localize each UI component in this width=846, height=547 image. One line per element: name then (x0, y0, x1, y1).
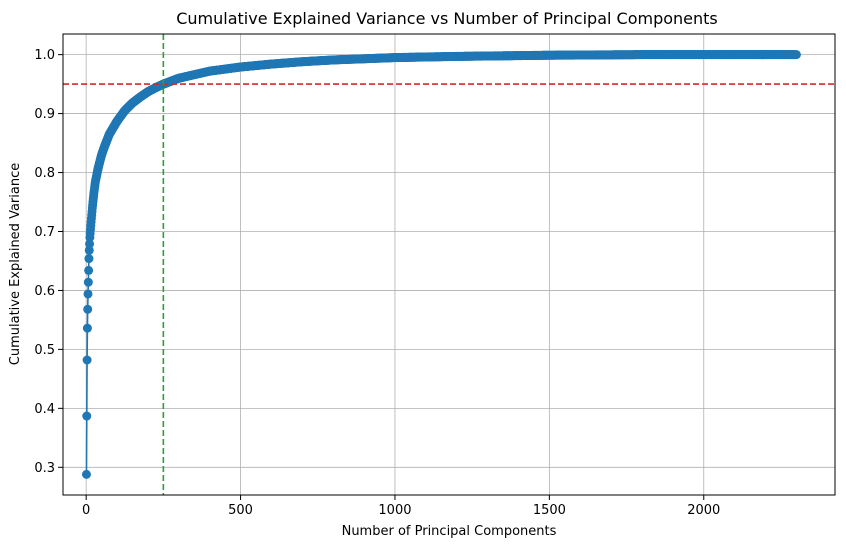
data-point (84, 254, 94, 264)
x-axis-label: Number of Principal Components (342, 524, 557, 539)
data-point (82, 355, 92, 365)
data-point (82, 323, 92, 333)
y-tick-label: 0.5 (34, 343, 55, 358)
y-tick-label: 0.6 (34, 284, 55, 299)
data-point (81, 469, 91, 479)
y-tick-label: 0.4 (34, 402, 55, 417)
data-point (82, 411, 92, 421)
x-tick-label: 1500 (533, 503, 566, 518)
data-point (791, 50, 801, 60)
plot-area-frame (62, 33, 836, 496)
y-tick-label: 1.0 (34, 48, 55, 63)
chart-title: Cumulative Explained Variance vs Number … (176, 9, 718, 28)
y-tick-label: 0.9 (34, 107, 55, 122)
data-point (83, 277, 93, 287)
data-point (85, 239, 95, 249)
y-tick-label: 0.7 (34, 225, 55, 240)
y-tick-label: 0.3 (34, 461, 55, 476)
x-tick-label: 500 (228, 503, 253, 518)
x-axis: 0 500 1000 1500 2000 (82, 495, 720, 518)
reference-lines (63, 34, 835, 495)
data-point (84, 245, 94, 255)
y-axis: 0.3 0.4 0.5 0.6 0.7 0.8 0.9 1.0 (34, 48, 63, 476)
data-point (83, 304, 93, 314)
data-point (84, 265, 94, 275)
y-tick-label: 0.8 (34, 166, 55, 181)
series-cumulative-variance (81, 50, 801, 479)
data-point (83, 289, 93, 299)
x-tick-label: 0 (82, 503, 90, 518)
y-axis-label: Cumulative Explained Variance (8, 163, 23, 365)
x-tick-label: 1000 (378, 503, 411, 518)
x-tick-label: 2000 (687, 503, 720, 518)
